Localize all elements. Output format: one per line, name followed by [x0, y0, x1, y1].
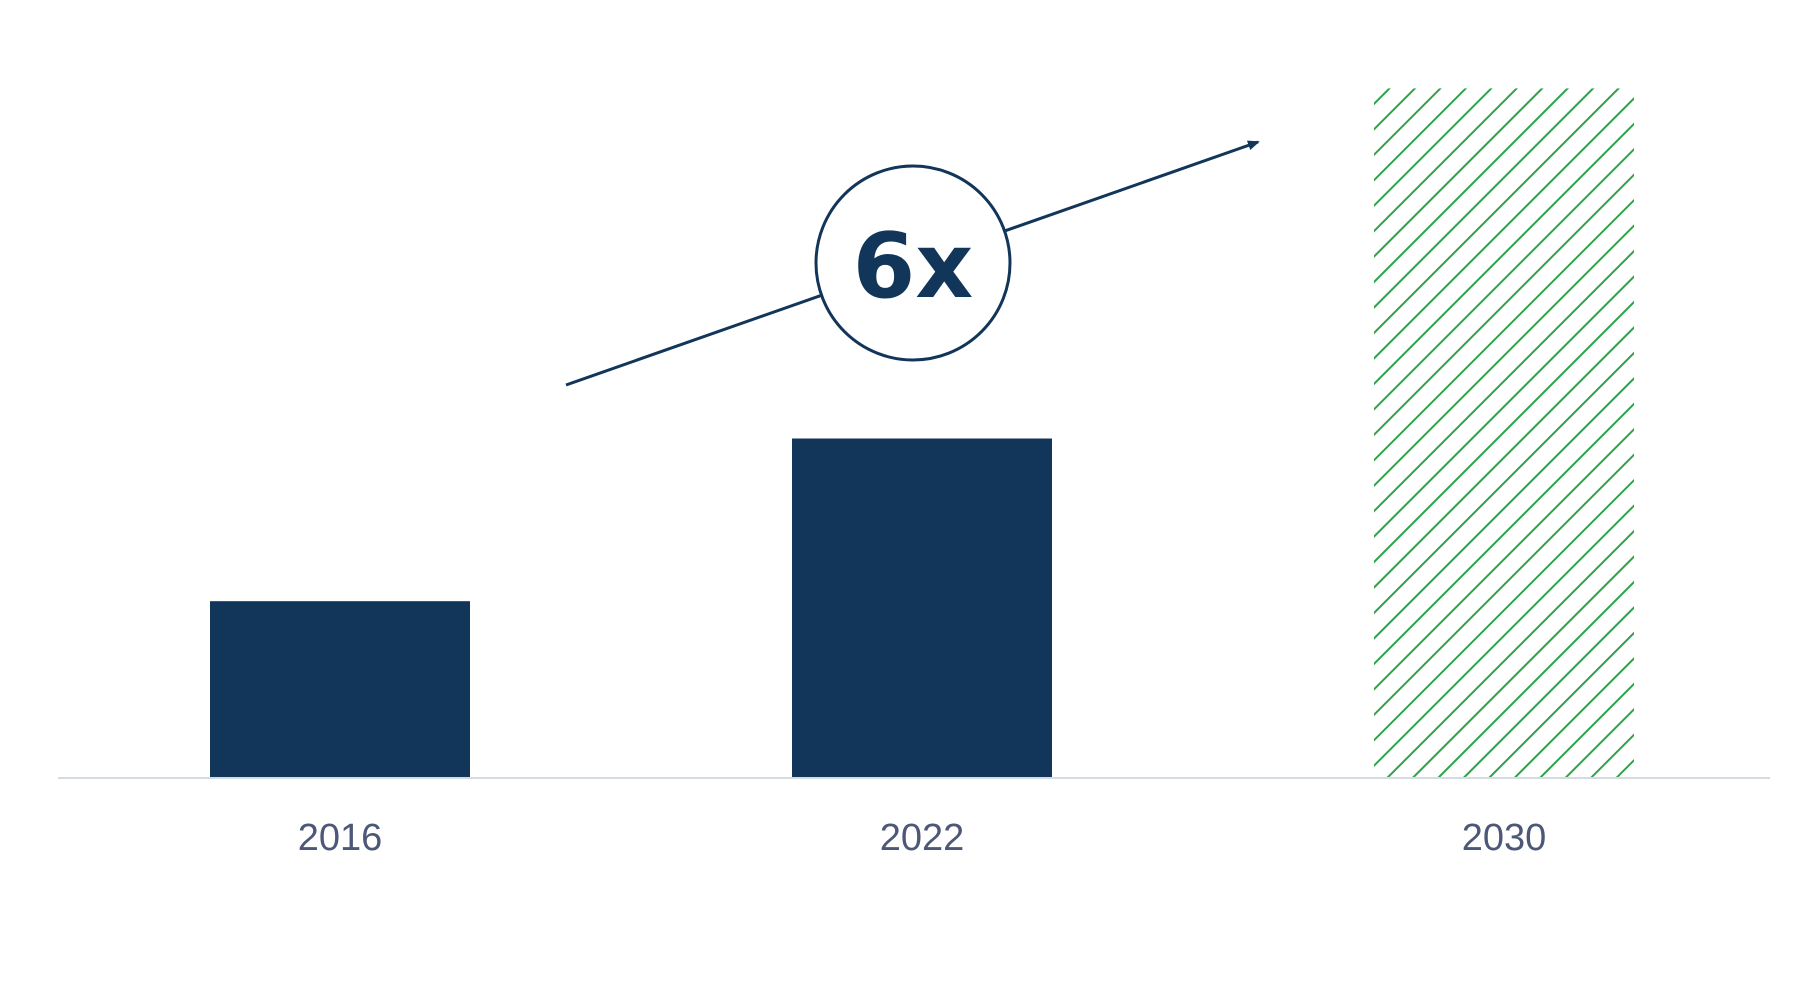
multiplier-label: 6x: [853, 214, 974, 319]
bar-2022: [792, 438, 1052, 778]
bar-projected-2030: [1374, 88, 1634, 779]
bars-group: [210, 88, 1634, 779]
growth-annotation: 6x: [565, 140, 1260, 387]
x-tick-label: 2030: [1462, 817, 1547, 859]
bar-2016: [210, 601, 470, 778]
x-tick-labels: 2016 2022 2030: [298, 817, 1547, 859]
x-tick-label: 2022: [880, 817, 965, 859]
x-tick-label: 2016: [298, 817, 383, 859]
multiplier-badge: [814, 164, 1012, 362]
